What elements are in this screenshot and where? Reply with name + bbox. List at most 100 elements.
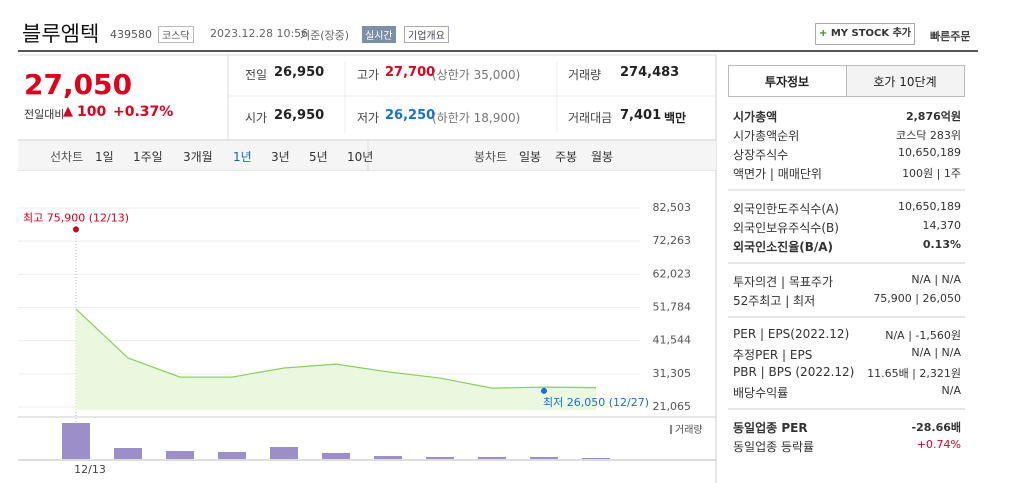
extreme-label: 최고 75,900 (12/13): [23, 211, 129, 224]
y-tick-label: 41,544: [653, 334, 692, 347]
market: 코스닥: [158, 26, 194, 43]
invest-label: PER | EPS(2022.12): [733, 327, 850, 341]
invest-label: 액면가 | 매매단위: [733, 167, 822, 181]
extreme-label: 최저 26,050 (12/27): [543, 396, 649, 409]
invest-label: 투자의견 | 목표주가: [733, 275, 833, 289]
tab-inactive: [846, 65, 965, 97]
legend-label: 거래량: [675, 424, 703, 436]
summary-note: (하한가 18,900): [432, 111, 521, 125]
stock-name: 블루엠텍: [22, 22, 100, 46]
summary-label: 고가: [357, 68, 380, 82]
mystock-button[interactable]: + MY STOCK 추가: [815, 23, 915, 45]
change-rate: +0.37%: [113, 104, 174, 120]
invest-label: 동일업종 등락률: [733, 440, 815, 454]
invest-value: 0.13%: [922, 238, 961, 251]
price-line: [75, 308, 597, 389]
volume-bar: [426, 457, 454, 459]
invest-label: 동일업종 PER: [733, 421, 808, 435]
quick-order[interactable]: 빠른주문: [930, 30, 971, 43]
summary-note: 백만: [664, 111, 687, 125]
change-label: 전일대비: [24, 108, 65, 121]
y-tick-label: 51,784: [653, 301, 692, 314]
period-tab[interactable]: 5년: [309, 150, 328, 164]
period-tab[interactable]: 1년: [233, 150, 252, 164]
invest-label: 시가총액순위: [733, 129, 800, 143]
up-arrow: ▲: [63, 104, 73, 119]
invest-label: 상장주식수: [733, 148, 789, 162]
realtime[interactable]: 실시간: [362, 26, 396, 43]
invest-label: 52주최고 | 최저: [733, 294, 816, 308]
tab-label: 봉차트: [474, 150, 508, 164]
invest-value: N/A | N/A: [911, 273, 961, 286]
invest-value: -28.66배: [911, 421, 961, 434]
summary-value: 26,950: [274, 108, 325, 123]
volume-bar: [114, 448, 142, 459]
summary-label: 저가: [357, 111, 380, 125]
mystock-label: MY STOCK 추가: [830, 28, 912, 39]
summary-value: 27,700: [385, 65, 436, 80]
invest-value: +0.74%: [916, 438, 961, 451]
y-tick-label: 21,065: [653, 400, 692, 413]
volume-bar: [374, 456, 402, 459]
invest-value: 10,650,189: [898, 146, 961, 159]
header-rule: [18, 50, 978, 52]
volume-bar: [62, 423, 90, 459]
invest-label: 배당수익률: [733, 386, 789, 400]
invest-value: 10,650,189: [898, 200, 961, 213]
candle-tab[interactable]: 주봉: [555, 150, 578, 164]
period-tab[interactable]: 1주일: [133, 150, 163, 164]
area: [76, 309, 596, 410]
volume-bar: [270, 447, 298, 459]
summary-label: 거래대금: [568, 111, 613, 125]
invest-value: N/A | N/A: [911, 346, 961, 359]
volume-bar: [530, 457, 558, 459]
invest-value: 2,876억원: [905, 110, 961, 123]
invest-label: 외국인한도주식수(A): [733, 202, 839, 216]
volume-bar: [322, 453, 350, 459]
invest-value: 코스닥 283위: [896, 129, 961, 142]
volume-bar: [166, 451, 194, 459]
x-tick-label: 12/13: [74, 463, 106, 476]
extreme-marker: [73, 226, 79, 233]
invest-label: PBR | BPS (2022.12): [733, 365, 855, 379]
summary-label: 거래량: [568, 68, 602, 82]
tab-bar: [18, 141, 716, 170]
summary-value: 26,250: [385, 108, 436, 123]
invest-label: 시가총액: [733, 110, 778, 124]
invest-tab[interactable]: 호가 10단계: [873, 75, 937, 89]
invest-label: 외국인소진율(B/A): [733, 240, 834, 254]
y-tick-label: 82,503: [653, 201, 692, 214]
legend-swatch: [670, 425, 672, 434]
summary-note: (상한가 35,000): [432, 68, 521, 82]
summary-value: 26,950: [274, 65, 325, 80]
volume-bar: [582, 458, 610, 459]
candle-tab[interactable]: 월봉: [591, 150, 614, 164]
change: 100: [77, 104, 107, 120]
invest-value: 100원 | 1주: [902, 167, 961, 180]
invest-value: 14,370: [922, 219, 962, 232]
period-tab[interactable]: 10년: [347, 150, 374, 164]
invest-label: 추정PER | EPS: [733, 348, 813, 362]
current-price: 27,050: [24, 68, 133, 101]
y-tick-label: 31,305: [653, 367, 692, 380]
invest-tab[interactable]: 투자정보: [764, 75, 810, 89]
summary-label: 전일: [245, 68, 268, 82]
period-tab[interactable]: 1일: [95, 150, 114, 164]
candle-tab[interactable]: 일봉: [519, 150, 542, 164]
basis: 기준(장중): [300, 29, 350, 42]
summary-value: 7,401: [620, 108, 662, 123]
invest-value: 11.65배 | 2,321원: [867, 367, 961, 380]
y-tick-label: 72,263: [653, 234, 692, 247]
period-tab[interactable]: 3년: [271, 150, 290, 164]
y-tick-label: 62,023: [653, 267, 692, 280]
invest-value: N/A: [941, 384, 961, 397]
invest-value: N/A | -1,560원: [885, 329, 961, 342]
summary-label: 시가: [245, 111, 268, 125]
overview[interactable]: 기업개요: [404, 26, 449, 43]
tab-active: [728, 65, 847, 97]
tab-label: 선차트: [50, 150, 84, 164]
summary-value: 274,483: [620, 65, 680, 80]
period-tab[interactable]: 3개월: [183, 150, 213, 164]
